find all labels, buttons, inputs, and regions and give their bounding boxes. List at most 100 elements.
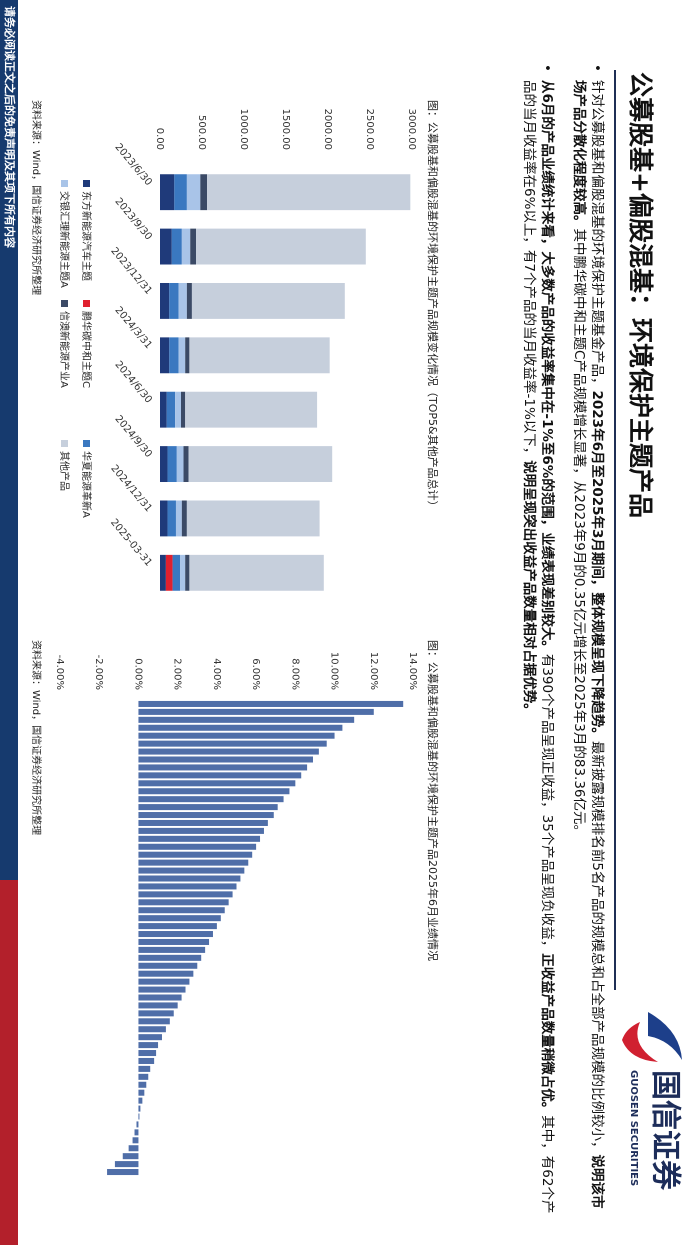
- bar: [138, 812, 274, 819]
- chart-source: 资料来源：Wind，国信证券经济研究所整理: [30, 100, 43, 295]
- bar-segment: [186, 500, 320, 537]
- bar: [138, 1065, 151, 1072]
- bar: [138, 732, 335, 739]
- bar: [138, 915, 221, 922]
- bar: [138, 788, 290, 795]
- legend-swatch: [83, 300, 90, 307]
- chart-source: 资料来源：Wind，国信证券经济研究所整理: [30, 640, 43, 835]
- bar: [138, 978, 190, 985]
- legend-label: 其他产品: [58, 451, 71, 491]
- logo-en: GUOSEN SECURITIES: [628, 1070, 639, 1186]
- bar: [138, 1010, 174, 1017]
- x-tick-label: 2023/12/31: [108, 246, 153, 297]
- bar: [138, 1042, 159, 1049]
- title: 公募股基+偏股混基：环境保护主题产品: [626, 72, 655, 518]
- bar: [138, 724, 343, 731]
- bar: [138, 1089, 145, 1096]
- bar: [138, 994, 182, 1001]
- bar-segment: [191, 282, 345, 319]
- bar: [138, 748, 319, 755]
- bar-segment: [189, 554, 324, 591]
- bar: [107, 1169, 139, 1176]
- y-tick-label: 14.00%: [407, 652, 418, 690]
- x-tick-label: 2023/9/30: [112, 196, 153, 242]
- bar: [138, 1113, 140, 1120]
- bar-segment: [188, 446, 333, 483]
- chart-title: 图：公募股基和偏股混基的环境保护主题产品规模变化情况（TOP5&其他产品总计）: [426, 100, 440, 512]
- bar-segment: [185, 391, 318, 428]
- y-tick-label: 500.00: [196, 115, 207, 150]
- bar-segment: [166, 391, 176, 428]
- bar: [134, 1129, 139, 1136]
- bar-segment: [159, 446, 168, 483]
- legend-label: 交银汇理新能源主题A: [58, 191, 71, 288]
- bar: [138, 1057, 155, 1064]
- bar-segment: [174, 174, 187, 211]
- bar: [138, 907, 225, 914]
- bar: [136, 1121, 139, 1128]
- y-tick-label: 2.00%: [172, 658, 183, 690]
- bar-segment: [169, 282, 179, 319]
- x-tick-label: 2024/3/31: [112, 305, 153, 351]
- bar-segment: [178, 337, 186, 374]
- bar: [138, 938, 210, 945]
- bar-segment: [185, 554, 190, 591]
- bullet-text: 针对公募股基和偏股混基的环境保护主题基金产品，: [589, 80, 605, 391]
- bar-segment: [186, 174, 201, 211]
- bar: [138, 986, 186, 993]
- y-tick-label: 8.00%: [289, 658, 300, 690]
- legend-swatch: [61, 440, 68, 447]
- x-tick-label: 2024/9/30: [112, 414, 153, 460]
- title-rule: [614, 70, 616, 990]
- x-tick-label: 2024/6/30: [112, 359, 153, 405]
- bar: [138, 708, 374, 715]
- bar: [138, 756, 313, 763]
- bar: [138, 804, 278, 811]
- bar: [138, 1081, 147, 1088]
- y-tick-label: 10.00%: [329, 652, 340, 690]
- bar-segment: [200, 174, 208, 211]
- bar-segment: [172, 554, 181, 591]
- bullet-text: 其中鹏华碳中和主题C产品规模增长显著，从2023年9月的0.35亿元增长至202…: [571, 228, 587, 839]
- bar: [128, 1145, 139, 1152]
- bar: [138, 700, 404, 707]
- bar: [138, 1050, 157, 1057]
- legend-label: 鹏华碳中和主题C: [80, 311, 93, 388]
- bar-segment: [180, 554, 186, 591]
- bar: [138, 1002, 178, 1009]
- legend-swatch: [83, 440, 90, 447]
- y-tick-label: 1000.00: [238, 109, 249, 150]
- y-tick-label: 6.00%: [250, 658, 261, 690]
- bar-segment: [207, 174, 411, 211]
- bar: [138, 867, 245, 874]
- legend-label: 信澳新能源产业A: [58, 311, 71, 388]
- chart-title: 图：公募股基和偏股混基的环境保护主题产品2025年6月业绩情况: [426, 640, 440, 961]
- bar: [138, 1105, 141, 1112]
- bullet-text: 最新披露规模排名前5名产品的规模总和占全部产品规模的比例较小，: [589, 740, 605, 1155]
- logo: 国信证券 GUOSEN SECURITIES: [622, 1012, 683, 1191]
- bar-segment: [165, 554, 173, 591]
- bar: [138, 835, 261, 842]
- bar-segment: [167, 500, 176, 537]
- y-tick-label: 2500.00: [364, 109, 375, 150]
- bar: [138, 970, 194, 977]
- x-tick-label: 2024/12/31: [108, 463, 153, 514]
- bar: [138, 962, 198, 969]
- bar: [114, 1161, 139, 1168]
- bar: [138, 796, 284, 803]
- bullet-text: 有390个产品呈现正收益，35个产品呈现负收益，: [539, 653, 555, 954]
- bar: [132, 1137, 139, 1144]
- bar: [138, 1073, 149, 1080]
- bar-segment: [181, 391, 186, 428]
- bullets: 针对公募股基和偏股混基的环境保护主题基金产品，2023年6月至2025年3月期间…: [506, 62, 606, 1222]
- bar-segment: [186, 282, 192, 319]
- bullet-text: 2023年6月至2025年3月期间，整体规模呈现下降趋势。: [589, 390, 605, 741]
- bar: [138, 1026, 166, 1033]
- bar: [138, 946, 206, 953]
- bullet-text: 说明呈现突出收益产品数量相对占据优势。: [521, 460, 537, 717]
- y-tick-label: 2000.00: [322, 109, 333, 150]
- y-tick-label: 12.00%: [368, 652, 379, 690]
- bar: [138, 891, 233, 898]
- y-tick-label: -4.00%: [54, 655, 65, 690]
